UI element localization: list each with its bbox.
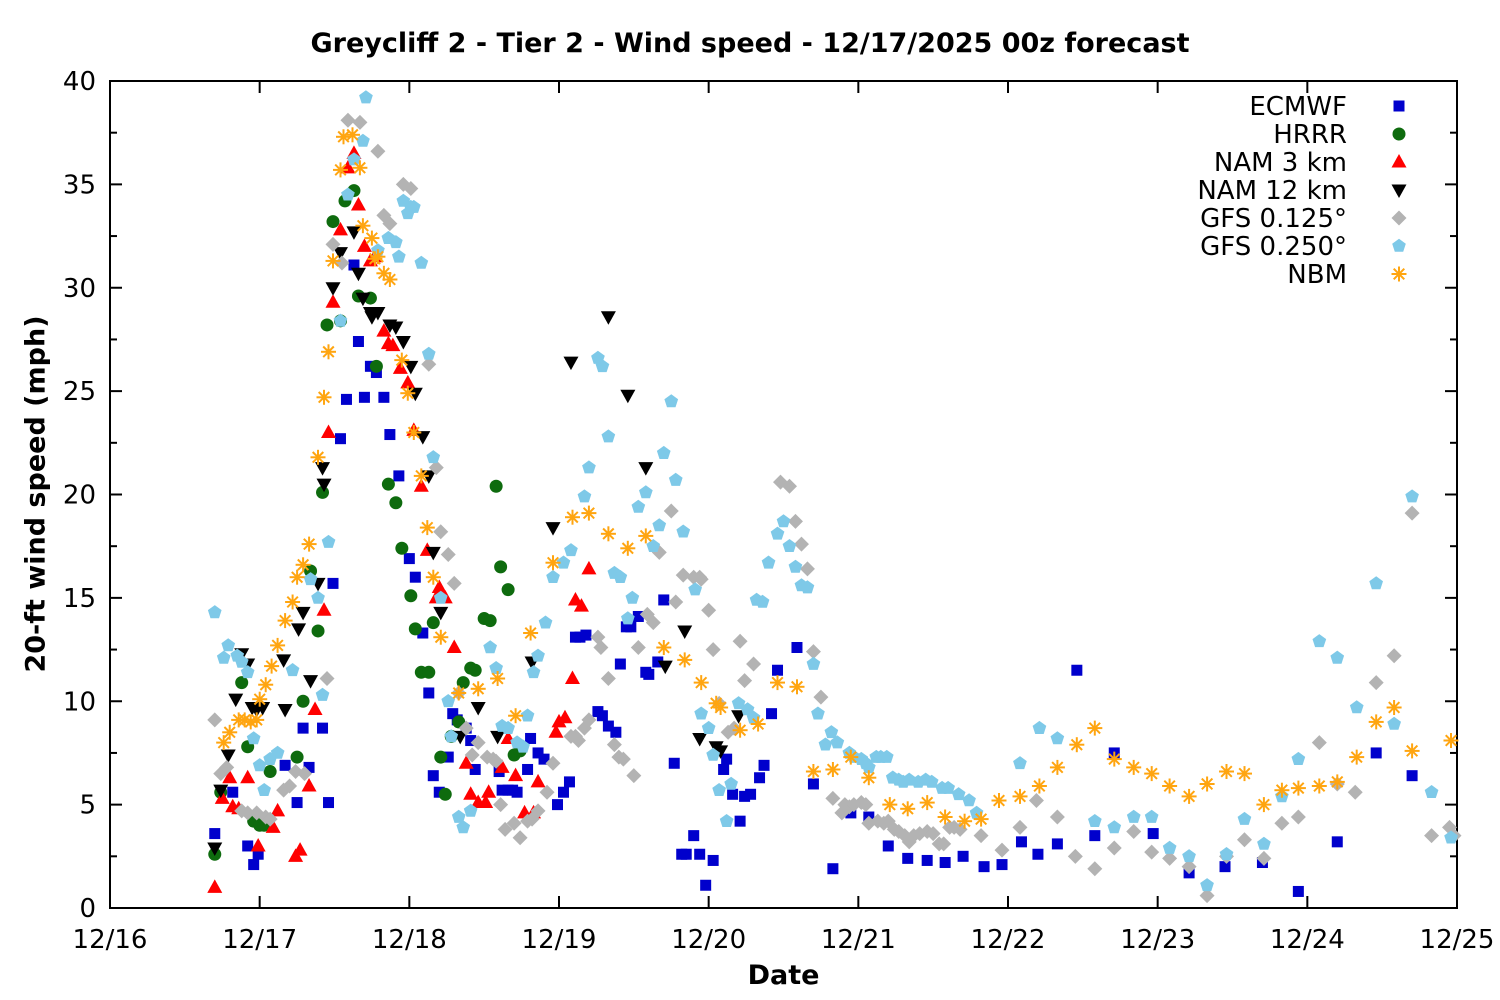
x-tick-label: 12/17 <box>222 925 297 955</box>
y-tick-label: 25 <box>63 377 96 407</box>
legend-marker-triangle-up-icon <box>1391 154 1407 168</box>
x-tick-label: 12/19 <box>522 925 597 955</box>
series-gfs-0-250- <box>207 90 1458 892</box>
legend-marker-triangle-down-icon <box>1391 184 1407 198</box>
y-tick-label: 5 <box>79 791 96 821</box>
legend-label-nam-3-km: NAM 3 km <box>1214 148 1347 178</box>
series-ecmwf <box>209 259 1418 897</box>
legend-marker-square-icon <box>1393 100 1405 112</box>
chart-title: Greycliff 2 - Tier 2 - Wind speed - 12/1… <box>310 28 1190 59</box>
y-tick-label: 30 <box>63 274 96 304</box>
y-tick-label: 40 <box>63 67 96 97</box>
y-tick-label: 15 <box>63 584 96 614</box>
legend-marker-circle-icon <box>1392 127 1406 141</box>
x-tick-label: 12/23 <box>1120 925 1195 955</box>
y-tick-label: 20 <box>63 481 96 511</box>
legend-label-nbm: NBM <box>1287 260 1347 290</box>
x-tick-label: 12/18 <box>372 925 447 955</box>
x-tick-label: 12/22 <box>971 925 1046 955</box>
y-tick-label: 35 <box>63 170 96 200</box>
series-gfs-0-125- <box>207 112 1462 904</box>
legend-marker-pentagon-icon <box>1392 238 1406 252</box>
x-tick-label: 12/24 <box>1270 925 1345 955</box>
series-hrrr <box>208 184 527 861</box>
legend-label-ecmwf: ECMWF <box>1249 92 1347 122</box>
y-tick-label: 10 <box>63 687 96 717</box>
legend-label-gfs-0-125-: GFS 0.125° <box>1200 204 1347 234</box>
x-tick-label: 12/16 <box>73 925 148 955</box>
x-tick-label: 12/21 <box>821 925 896 955</box>
legend-label-gfs-0-250-: GFS 0.250° <box>1200 232 1347 262</box>
x-tick-label: 12/20 <box>671 925 746 955</box>
legend-marker-diamond-icon <box>1391 210 1407 226</box>
legend-label-nam-12-km: NAM 12 km <box>1197 176 1347 206</box>
y-axis-label: 20-ft wind speed (mph) <box>20 315 52 673</box>
legend-marker-asterisk-icon <box>1391 266 1407 282</box>
legend-label-hrrr: HRRR <box>1273 120 1347 150</box>
x-tick-label: 12/25 <box>1420 925 1495 955</box>
series-nbm <box>216 127 1459 829</box>
y-tick-label: 0 <box>79 894 96 924</box>
x-axis-label: Date <box>747 960 820 991</box>
